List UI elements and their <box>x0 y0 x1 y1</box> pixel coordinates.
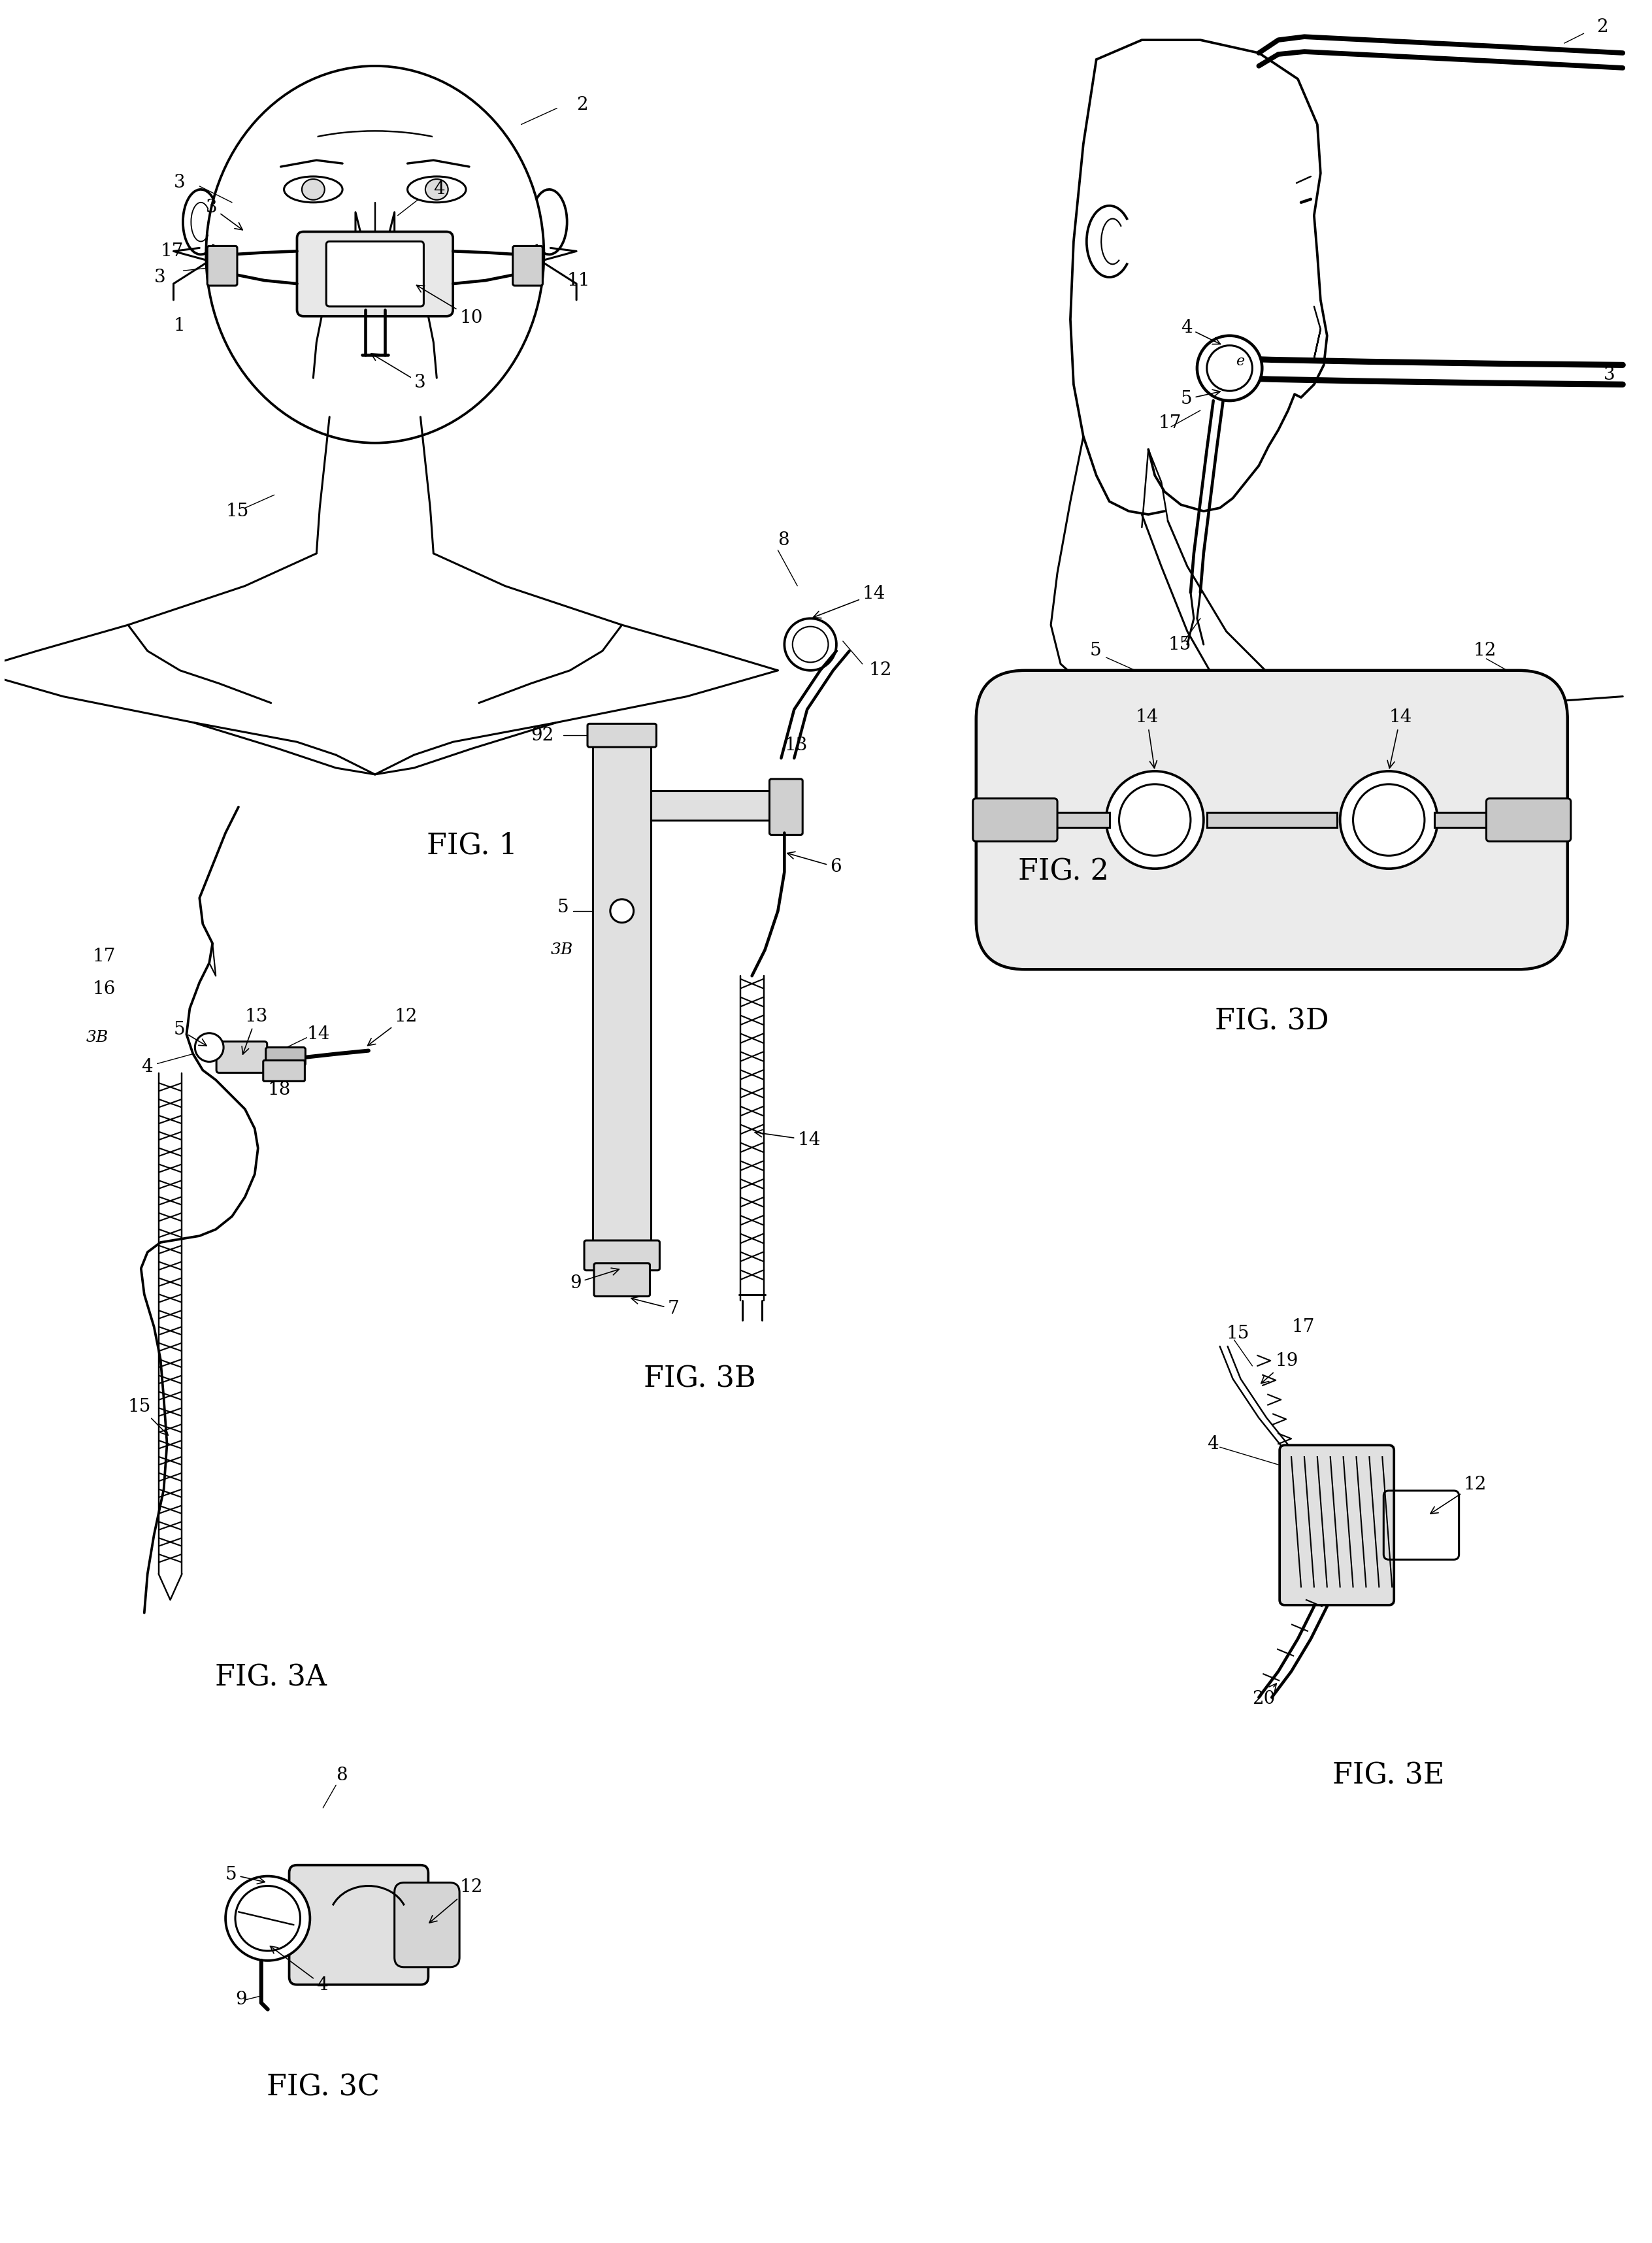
Circle shape <box>1208 345 1252 390</box>
Text: 3: 3 <box>1604 366 1614 384</box>
FancyBboxPatch shape <box>325 242 423 307</box>
Text: 15: 15 <box>226 502 248 520</box>
Text: 3: 3 <box>372 354 426 393</box>
Text: 3B: 3B <box>550 942 573 958</box>
Text: 2: 2 <box>577 96 588 114</box>
Text: 16: 16 <box>93 980 116 998</box>
FancyBboxPatch shape <box>266 1047 306 1065</box>
Text: 2: 2 <box>1597 18 1609 36</box>
Text: 5: 5 <box>1181 390 1221 408</box>
Text: 17: 17 <box>160 242 183 260</box>
FancyBboxPatch shape <box>1280 1444 1394 1606</box>
FancyBboxPatch shape <box>770 778 803 834</box>
Text: 3: 3 <box>154 269 165 287</box>
Text: 14: 14 <box>1388 709 1412 767</box>
Text: 17: 17 <box>1292 1319 1315 1337</box>
Circle shape <box>195 1034 223 1061</box>
Text: 19: 19 <box>1260 1353 1298 1384</box>
Text: e: e <box>1236 354 1244 368</box>
Text: FIG. 3D: FIG. 3D <box>1214 1007 1328 1036</box>
Ellipse shape <box>302 179 324 200</box>
FancyBboxPatch shape <box>395 1882 459 1967</box>
Text: 17: 17 <box>93 947 116 964</box>
Text: FIG. 3E: FIG. 3E <box>1333 1761 1446 1790</box>
Text: 14: 14 <box>307 1025 330 1043</box>
Text: 3: 3 <box>173 175 185 191</box>
Circle shape <box>1118 785 1191 855</box>
Circle shape <box>1198 336 1262 401</box>
Text: 6: 6 <box>788 852 841 875</box>
Bar <box>651 792 781 821</box>
Circle shape <box>1353 785 1424 855</box>
FancyBboxPatch shape <box>263 1061 304 1081</box>
FancyBboxPatch shape <box>216 1041 268 1072</box>
Ellipse shape <box>206 65 544 442</box>
FancyBboxPatch shape <box>289 1866 428 1985</box>
Text: 12: 12 <box>869 662 892 680</box>
Text: 15: 15 <box>1226 1326 1249 1341</box>
FancyBboxPatch shape <box>512 247 542 285</box>
Text: 18: 18 <box>268 1081 291 1099</box>
Circle shape <box>1107 772 1204 868</box>
FancyBboxPatch shape <box>588 724 656 747</box>
Text: 12: 12 <box>430 1880 482 1922</box>
Bar <box>1051 812 1110 828</box>
Text: 5: 5 <box>1090 641 1102 659</box>
Text: 7: 7 <box>631 1296 679 1319</box>
Bar <box>1434 812 1493 828</box>
Text: 9: 9 <box>570 1267 620 1292</box>
Text: 14: 14 <box>813 585 885 619</box>
Text: FIG. 2: FIG. 2 <box>1018 857 1108 886</box>
Text: 14: 14 <box>755 1130 821 1148</box>
Text: 8: 8 <box>778 532 790 550</box>
Text: 15: 15 <box>127 1397 169 1436</box>
Bar <box>593 742 651 1249</box>
Text: 12: 12 <box>1474 641 1497 659</box>
Text: 4: 4 <box>140 1059 152 1077</box>
Text: 5: 5 <box>226 1866 264 1884</box>
Text: 14: 14 <box>1135 709 1158 767</box>
Text: 13: 13 <box>241 1007 268 1054</box>
Text: 17: 17 <box>1158 415 1181 433</box>
Circle shape <box>235 1886 301 1951</box>
Text: FIG. 3B: FIG. 3B <box>644 1364 757 1393</box>
Circle shape <box>610 899 634 922</box>
Text: 8: 8 <box>335 1767 347 1783</box>
Text: 10: 10 <box>416 285 482 327</box>
Ellipse shape <box>425 179 448 200</box>
Text: 4: 4 <box>271 1947 329 1994</box>
Text: 1: 1 <box>173 316 185 334</box>
Text: 9: 9 <box>235 1992 246 2007</box>
FancyBboxPatch shape <box>976 671 1568 969</box>
Text: 13: 13 <box>785 736 808 754</box>
Text: 20: 20 <box>1252 1684 1277 1707</box>
Circle shape <box>1340 772 1437 868</box>
FancyBboxPatch shape <box>206 247 238 285</box>
Text: FIG. 3C: FIG. 3C <box>266 2073 380 2102</box>
FancyBboxPatch shape <box>1487 799 1571 841</box>
Text: 5: 5 <box>173 1021 206 1045</box>
FancyBboxPatch shape <box>973 799 1057 841</box>
Text: FIG. 3A: FIG. 3A <box>215 1664 327 1691</box>
Ellipse shape <box>284 177 342 202</box>
Circle shape <box>226 1875 311 1960</box>
Text: 12: 12 <box>368 1007 418 1045</box>
Text: 3: 3 <box>206 197 243 229</box>
Text: 4: 4 <box>1208 1436 1219 1453</box>
Text: FIG. 1: FIG. 1 <box>426 832 517 859</box>
FancyBboxPatch shape <box>585 1240 659 1270</box>
Text: 4: 4 <box>433 182 444 197</box>
Text: 92: 92 <box>530 727 553 745</box>
Text: 15: 15 <box>1168 635 1191 653</box>
Text: 11: 11 <box>567 271 590 289</box>
Bar <box>1208 812 1336 828</box>
FancyBboxPatch shape <box>595 1263 649 1296</box>
FancyBboxPatch shape <box>297 231 453 316</box>
Ellipse shape <box>408 177 466 202</box>
Text: 4: 4 <box>1181 319 1221 343</box>
Text: 3B: 3B <box>86 1030 107 1045</box>
Text: 5: 5 <box>557 899 568 917</box>
Text: 12: 12 <box>1431 1476 1487 1514</box>
